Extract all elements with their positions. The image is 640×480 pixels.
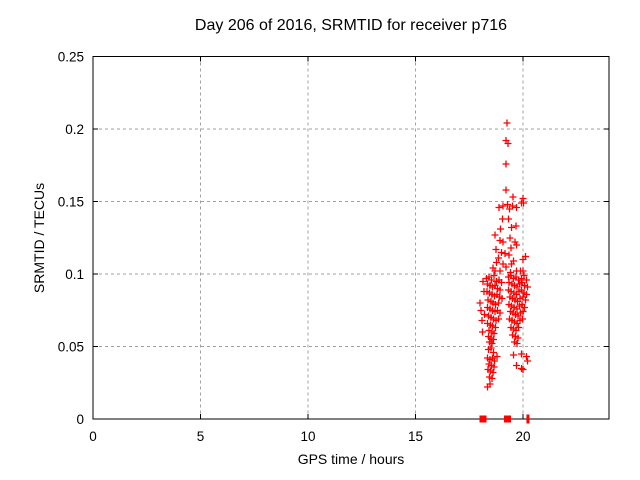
- x-tick-label: 5: [197, 429, 205, 444]
- zero-marker-square: [504, 415, 512, 423]
- x-tick-label: 20: [515, 429, 530, 444]
- chart-title: Day 206 of 2016, SRMTID for receiver p71…: [195, 17, 507, 34]
- y-tick-label: 0.1: [65, 267, 84, 282]
- tick-marks: [92, 56, 609, 420]
- plot-border: [92, 56, 610, 420]
- x-axis-label: GPS time / hours: [298, 451, 405, 467]
- scatter-points: [476, 119, 531, 391]
- y-tick-label: 0: [76, 412, 84, 427]
- zero-marker-square: [479, 415, 487, 423]
- x-tick-label: 10: [300, 429, 315, 444]
- y-tick-label: 0.25: [58, 50, 84, 65]
- y-tick-label: 0.2: [65, 122, 84, 137]
- y-tick-label: 0.15: [58, 195, 84, 210]
- y-axis-label: SRMTID / TECUs: [31, 183, 47, 293]
- x-tick-label: 15: [408, 429, 423, 444]
- zero-marker-tick: [526, 414, 530, 424]
- gridlines: [93, 56, 609, 419]
- x-tick-label: 0: [89, 429, 97, 444]
- y-tick-label: 0.05: [58, 340, 84, 355]
